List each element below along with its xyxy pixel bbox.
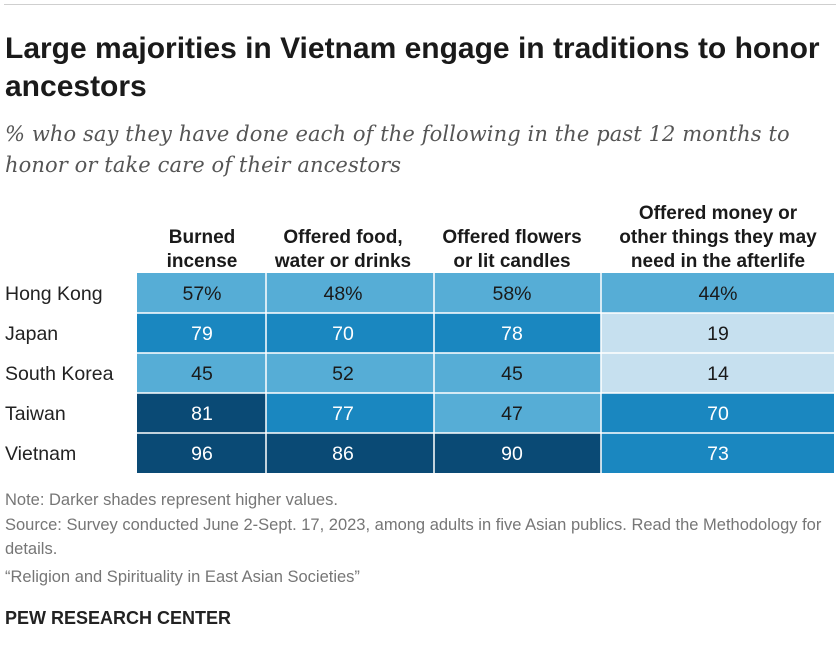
heatmap-svg: Burned incense Offered food, water or drink… [5, 203, 834, 473]
heatmap-cell [601, 313, 834, 353]
heatmap-cell [137, 273, 266, 313]
heatmap-cell [266, 353, 434, 393]
cell-value: 47 [501, 403, 523, 425]
pew-logo-text: PEW RESEARCH CENTER [5, 608, 232, 628]
row-label: Taiwan [5, 403, 66, 425]
column-header-3-line-1: Offered flowers [442, 227, 581, 248]
column-header-1-line-2: incense [167, 251, 238, 272]
cell-value: 70 [332, 323, 354, 345]
cell-value: 44% [698, 283, 737, 305]
heatmap-cell [137, 313, 266, 353]
heatmap-cell [601, 353, 834, 393]
heatmap-cell [434, 353, 601, 393]
column-header-2-line-2: water or drinks [274, 251, 411, 272]
top-rule [4, 4, 836, 5]
heatmap-table: Burned incense Offered food, water or drink… [0, 195, 840, 475]
cell-value: 48% [323, 283, 362, 305]
heatmap-cell [137, 393, 266, 433]
cell-value: 52 [332, 363, 354, 385]
cell-value: 90 [501, 443, 523, 465]
heatmap-cell [601, 393, 834, 433]
cell-value: 79 [191, 323, 213, 345]
cell-value: 78 [501, 323, 523, 345]
heatmap-cell [434, 313, 601, 353]
heatmap-cell [434, 273, 601, 313]
cell-value: 57% [182, 283, 221, 305]
note-text: Note: Darker shades represent higher val… [5, 491, 338, 509]
row-label: South Korea [5, 363, 114, 385]
heatmap-cell [266, 433, 434, 473]
column-header-4-line-2: other things they may [619, 227, 817, 248]
heatmap-cell [601, 433, 834, 473]
cell-value: 73 [707, 443, 729, 465]
source-text: Source: Survey conducted June 2-Sept. 17… [5, 516, 822, 558]
column-header-4-line-3: need in the afterlife [631, 251, 805, 272]
cell-value: 81 [191, 403, 213, 425]
row-label: Vietnam [5, 443, 76, 465]
column-header-1-line-1: Burned [169, 227, 236, 248]
heatmap-cell [434, 433, 601, 473]
cell-value: 86 [332, 443, 354, 465]
chart-title: Large majorities in Vietnam engage in tr… [5, 32, 820, 103]
row-label: Hong Kong [5, 283, 103, 305]
column-header-4-line-1: Offered money or [639, 203, 798, 224]
report-title: “Religion and Spirituality in East Asian… [5, 568, 360, 586]
cell-value: 70 [707, 403, 729, 425]
heatmap-cell [266, 313, 434, 353]
heatmap-cell [137, 433, 266, 473]
cell-value: 45 [191, 363, 213, 385]
chart-subtitle: % who say they have done each of the fol… [5, 122, 790, 177]
column-header-3-line-2: or lit candles [453, 251, 570, 272]
row-label: Japan [5, 323, 58, 345]
heatmap-cell [601, 273, 834, 313]
heatmap-cell [434, 393, 601, 433]
heatmap-cell [137, 353, 266, 393]
cell-value: 58% [492, 283, 531, 305]
cell-value: 45 [501, 363, 523, 385]
cell-value: 77 [332, 403, 354, 425]
cell-value: 19 [707, 323, 729, 345]
cell-value: 96 [191, 443, 213, 465]
cell-value: 14 [707, 363, 729, 385]
heatmap-cell [266, 393, 434, 433]
heatmap-cell [266, 273, 434, 313]
column-header-2-line-1: Offered food, [283, 227, 402, 248]
